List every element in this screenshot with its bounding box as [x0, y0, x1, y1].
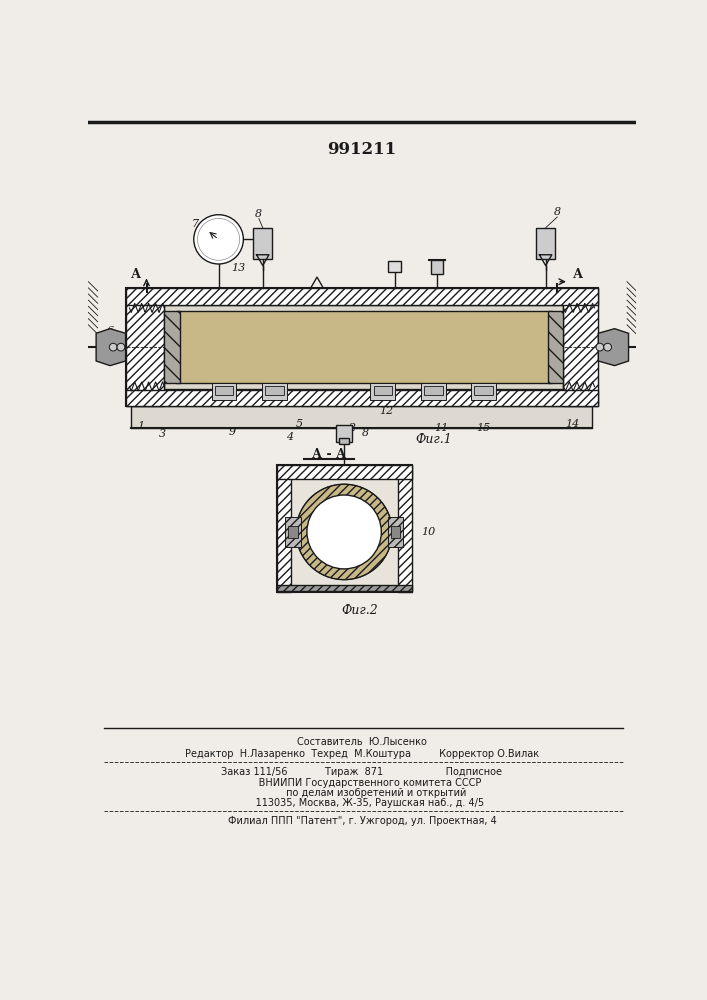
Text: 6: 6	[107, 326, 114, 336]
Text: 15: 15	[477, 423, 491, 433]
Bar	[339, 438, 349, 444]
Bar	[370, 383, 395, 400]
Text: 1: 1	[138, 421, 145, 431]
Bar	[176, 311, 552, 383]
Bar	[288, 526, 298, 538]
Bar	[265, 386, 284, 395]
Bar	[164, 311, 180, 383]
Bar	[421, 383, 445, 400]
Text: 7: 7	[192, 219, 199, 229]
Polygon shape	[96, 329, 126, 366]
Text: 8: 8	[255, 209, 262, 219]
Bar	[424, 386, 443, 395]
Text: 10: 10	[421, 527, 436, 537]
Bar	[337, 425, 352, 442]
Circle shape	[596, 343, 604, 351]
Text: Составитель  Ю.Лысенко: Составитель Ю.Лысенко	[297, 737, 427, 747]
Text: А - А: А - А	[312, 448, 346, 461]
Bar	[215, 386, 233, 395]
Text: 12: 12	[380, 406, 394, 416]
Text: 8: 8	[362, 428, 369, 438]
Text: А: А	[573, 267, 583, 280]
Bar	[126, 288, 598, 305]
Bar	[276, 465, 291, 592]
Bar	[285, 517, 300, 547]
Text: 113035, Москва, Ж-35, Раушская наб., д. 4/5: 113035, Москва, Ж-35, Раушская наб., д. …	[240, 798, 484, 808]
Bar	[474, 386, 493, 395]
Circle shape	[117, 343, 125, 351]
Bar	[472, 383, 496, 400]
Text: 2: 2	[349, 423, 356, 433]
Text: 991211: 991211	[327, 141, 397, 158]
Bar	[126, 288, 164, 406]
Bar	[548, 311, 563, 383]
Bar	[211, 383, 236, 400]
Circle shape	[110, 343, 117, 351]
Polygon shape	[598, 329, 629, 366]
Text: Заказ 111/56            Тираж  871                    Подписное: Заказ 111/56 Тираж 871 Подписное	[221, 767, 503, 777]
Bar	[397, 465, 411, 592]
Text: Редактор  Н.Лазаренко  Техред  М.Коштура         Корректор О.Вилак: Редактор Н.Лазаренко Техред М.Коштура Ко…	[185, 749, 539, 759]
Circle shape	[296, 484, 392, 580]
Text: 3: 3	[158, 429, 165, 439]
Bar	[276, 585, 412, 591]
Bar	[276, 465, 412, 592]
Circle shape	[307, 495, 381, 569]
Bar	[262, 383, 287, 400]
Text: Филиал ППП "Патент", г. Ужгород, ул. Проектная, 4: Филиал ППП "Патент", г. Ужгород, ул. Про…	[228, 816, 496, 826]
Bar	[253, 228, 272, 259]
Text: 11: 11	[434, 423, 448, 433]
Bar	[391, 526, 400, 538]
Text: 9: 9	[228, 427, 235, 437]
Text: Фиг.1: Фиг.1	[415, 433, 452, 446]
Text: 14: 14	[566, 419, 580, 429]
Text: Фиг.2: Фиг.2	[341, 604, 378, 617]
Bar	[126, 389, 598, 406]
Text: по делам изобретений и открытий: по делам изобретений и открытий	[258, 788, 466, 798]
Bar	[373, 386, 392, 395]
Bar	[387, 517, 403, 547]
Text: А: А	[132, 267, 141, 280]
Bar	[131, 406, 592, 428]
Text: 13: 13	[230, 263, 245, 273]
Text: ВНИИПИ Государственного комитета СССР: ВНИИПИ Государственного комитета СССР	[243, 778, 481, 788]
Bar	[563, 288, 598, 406]
Text: 4: 4	[286, 432, 293, 442]
Bar	[431, 260, 443, 274]
Bar	[537, 228, 555, 259]
Text: 5: 5	[296, 419, 303, 429]
Text: 8: 8	[554, 207, 561, 217]
Bar	[126, 288, 598, 406]
Bar	[388, 261, 401, 272]
Circle shape	[604, 343, 612, 351]
Circle shape	[194, 215, 243, 264]
Bar	[276, 465, 412, 479]
Bar	[164, 305, 563, 389]
